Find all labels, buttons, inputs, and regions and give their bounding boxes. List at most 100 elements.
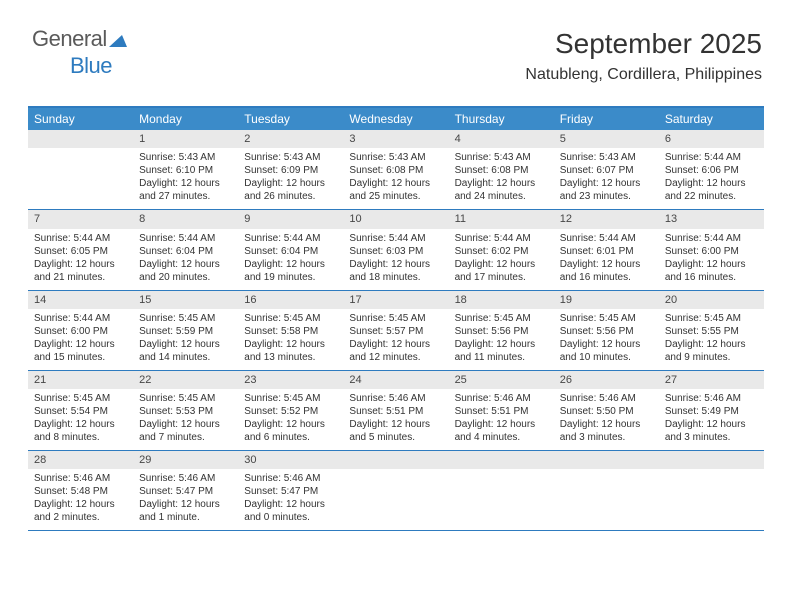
day-number: 17: [343, 291, 448, 309]
day-number: 20: [659, 291, 764, 309]
sunset-text: Sunset: 5:52 PM: [244, 405, 337, 418]
calendar-cell: 2Sunrise: 5:43 AMSunset: 6:09 PMDaylight…: [238, 130, 343, 209]
logo: General Blue: [32, 26, 127, 79]
daylight-text-1: Daylight: 12 hours: [244, 498, 337, 511]
daylight-text-2: and 3 minutes.: [665, 431, 758, 444]
day-number: 23: [238, 371, 343, 389]
daylight-text-1: Daylight: 12 hours: [34, 258, 127, 271]
daylight-text-1: Daylight: 12 hours: [665, 418, 758, 431]
calendar-cell: 22Sunrise: 5:45 AMSunset: 5:53 PMDayligh…: [133, 371, 238, 450]
calendar-cell: 18Sunrise: 5:45 AMSunset: 5:56 PMDayligh…: [449, 291, 554, 370]
sunset-text: Sunset: 5:51 PM: [349, 405, 442, 418]
daylight-text-2: and 20 minutes.: [139, 271, 232, 284]
daylight-text-1: Daylight: 12 hours: [455, 418, 548, 431]
sunrise-text: Sunrise: 5:46 AM: [34, 472, 127, 485]
day-number: 15: [133, 291, 238, 309]
daylight-text-2: and 14 minutes.: [139, 351, 232, 364]
daylight-text-2: and 26 minutes.: [244, 190, 337, 203]
calendar-cell: 25Sunrise: 5:46 AMSunset: 5:51 PMDayligh…: [449, 371, 554, 450]
dow-header: Wednesday: [343, 108, 448, 130]
dow-header: Sunday: [28, 108, 133, 130]
day-body: Sunrise: 5:44 AMSunset: 6:06 PMDaylight:…: [659, 148, 764, 209]
day-number: 16: [238, 291, 343, 309]
sunset-text: Sunset: 6:00 PM: [665, 245, 758, 258]
sunset-text: Sunset: 6:10 PM: [139, 164, 232, 177]
sunrise-text: Sunrise: 5:44 AM: [34, 232, 127, 245]
day-number: 29: [133, 451, 238, 469]
sunset-text: Sunset: 5:50 PM: [560, 405, 653, 418]
daylight-text-2: and 13 minutes.: [244, 351, 337, 364]
calendar-week: 7Sunrise: 5:44 AMSunset: 6:05 PMDaylight…: [28, 210, 764, 290]
sunset-text: Sunset: 5:49 PM: [665, 405, 758, 418]
dow-header: Monday: [133, 108, 238, 130]
day-body: Sunrise: 5:43 AMSunset: 6:10 PMDaylight:…: [133, 148, 238, 209]
location-text: Natubleng, Cordillera, Philippines: [525, 66, 762, 84]
day-body: Sunrise: 5:44 AMSunset: 6:01 PMDaylight:…: [554, 229, 659, 290]
daylight-text-2: and 16 minutes.: [665, 271, 758, 284]
daylight-text-1: Daylight: 12 hours: [139, 418, 232, 431]
calendar-week: 21Sunrise: 5:45 AMSunset: 5:54 PMDayligh…: [28, 371, 764, 451]
daylight-text-2: and 8 minutes.: [34, 431, 127, 444]
calendar-cell: 6Sunrise: 5:44 AMSunset: 6:06 PMDaylight…: [659, 130, 764, 209]
daylight-text-2: and 16 minutes.: [560, 271, 653, 284]
day-body: Sunrise: 5:45 AMSunset: 5:56 PMDaylight:…: [554, 309, 659, 370]
daylight-text-2: and 7 minutes.: [139, 431, 232, 444]
day-body: [449, 469, 554, 517]
day-body: Sunrise: 5:45 AMSunset: 5:58 PMDaylight:…: [238, 309, 343, 370]
daylight-text-2: and 0 minutes.: [244, 511, 337, 524]
sunset-text: Sunset: 5:58 PM: [244, 325, 337, 338]
title-block: September 2025 Natubleng, Cordillera, Ph…: [525, 28, 762, 84]
sunset-text: Sunset: 6:08 PM: [455, 164, 548, 177]
calendar-cell: 10Sunrise: 5:44 AMSunset: 6:03 PMDayligh…: [343, 210, 448, 289]
calendar-cell: 5Sunrise: 5:43 AMSunset: 6:07 PMDaylight…: [554, 130, 659, 209]
daylight-text-1: Daylight: 12 hours: [139, 498, 232, 511]
day-body: [554, 469, 659, 517]
sunset-text: Sunset: 5:51 PM: [455, 405, 548, 418]
day-number: 14: [28, 291, 133, 309]
day-body: Sunrise: 5:44 AMSunset: 6:03 PMDaylight:…: [343, 229, 448, 290]
day-body: [659, 469, 764, 517]
sunrise-text: Sunrise: 5:43 AM: [139, 151, 232, 164]
daylight-text-1: Daylight: 12 hours: [349, 338, 442, 351]
day-body: Sunrise: 5:43 AMSunset: 6:07 PMDaylight:…: [554, 148, 659, 209]
day-body: Sunrise: 5:44 AMSunset: 6:05 PMDaylight:…: [28, 229, 133, 290]
daylight-text-2: and 1 minute.: [139, 511, 232, 524]
day-body: Sunrise: 5:44 AMSunset: 6:04 PMDaylight:…: [238, 229, 343, 290]
day-number: 28: [28, 451, 133, 469]
sunrise-text: Sunrise: 5:44 AM: [349, 232, 442, 245]
sunrise-text: Sunrise: 5:46 AM: [139, 472, 232, 485]
calendar-cell: 29Sunrise: 5:46 AMSunset: 5:47 PMDayligh…: [133, 451, 238, 530]
day-number: [449, 451, 554, 469]
daylight-text-2: and 15 minutes.: [34, 351, 127, 364]
day-number: 9: [238, 210, 343, 228]
logo-text-1: General: [32, 26, 107, 51]
day-number: 27: [659, 371, 764, 389]
calendar-week: 14Sunrise: 5:44 AMSunset: 6:00 PMDayligh…: [28, 291, 764, 371]
calendar-cell: 11Sunrise: 5:44 AMSunset: 6:02 PMDayligh…: [449, 210, 554, 289]
day-number: [28, 130, 133, 148]
calendar-cell: 7Sunrise: 5:44 AMSunset: 6:05 PMDaylight…: [28, 210, 133, 289]
sunrise-text: Sunrise: 5:43 AM: [560, 151, 653, 164]
day-body: Sunrise: 5:43 AMSunset: 6:08 PMDaylight:…: [449, 148, 554, 209]
day-number: 10: [343, 210, 448, 228]
day-number: 24: [343, 371, 448, 389]
day-number: 5: [554, 130, 659, 148]
calendar-cell: 21Sunrise: 5:45 AMSunset: 5:54 PMDayligh…: [28, 371, 133, 450]
page-title: September 2025: [525, 28, 762, 60]
calendar-cell: 16Sunrise: 5:45 AMSunset: 5:58 PMDayligh…: [238, 291, 343, 370]
calendar-cell: 13Sunrise: 5:44 AMSunset: 6:00 PMDayligh…: [659, 210, 764, 289]
day-number: [343, 451, 448, 469]
calendar-cell: 3Sunrise: 5:43 AMSunset: 6:08 PMDaylight…: [343, 130, 448, 209]
day-number: 30: [238, 451, 343, 469]
sunset-text: Sunset: 6:03 PM: [349, 245, 442, 258]
daylight-text-1: Daylight: 12 hours: [665, 177, 758, 190]
daylight-text-2: and 10 minutes.: [560, 351, 653, 364]
day-body: Sunrise: 5:43 AMSunset: 6:08 PMDaylight:…: [343, 148, 448, 209]
sunrise-text: Sunrise: 5:44 AM: [455, 232, 548, 245]
day-body: Sunrise: 5:44 AMSunset: 6:04 PMDaylight:…: [133, 229, 238, 290]
daylight-text-1: Daylight: 12 hours: [560, 258, 653, 271]
day-number: 22: [133, 371, 238, 389]
daylight-text-2: and 9 minutes.: [665, 351, 758, 364]
sunset-text: Sunset: 5:55 PM: [665, 325, 758, 338]
day-body: Sunrise: 5:45 AMSunset: 5:59 PMDaylight:…: [133, 309, 238, 370]
